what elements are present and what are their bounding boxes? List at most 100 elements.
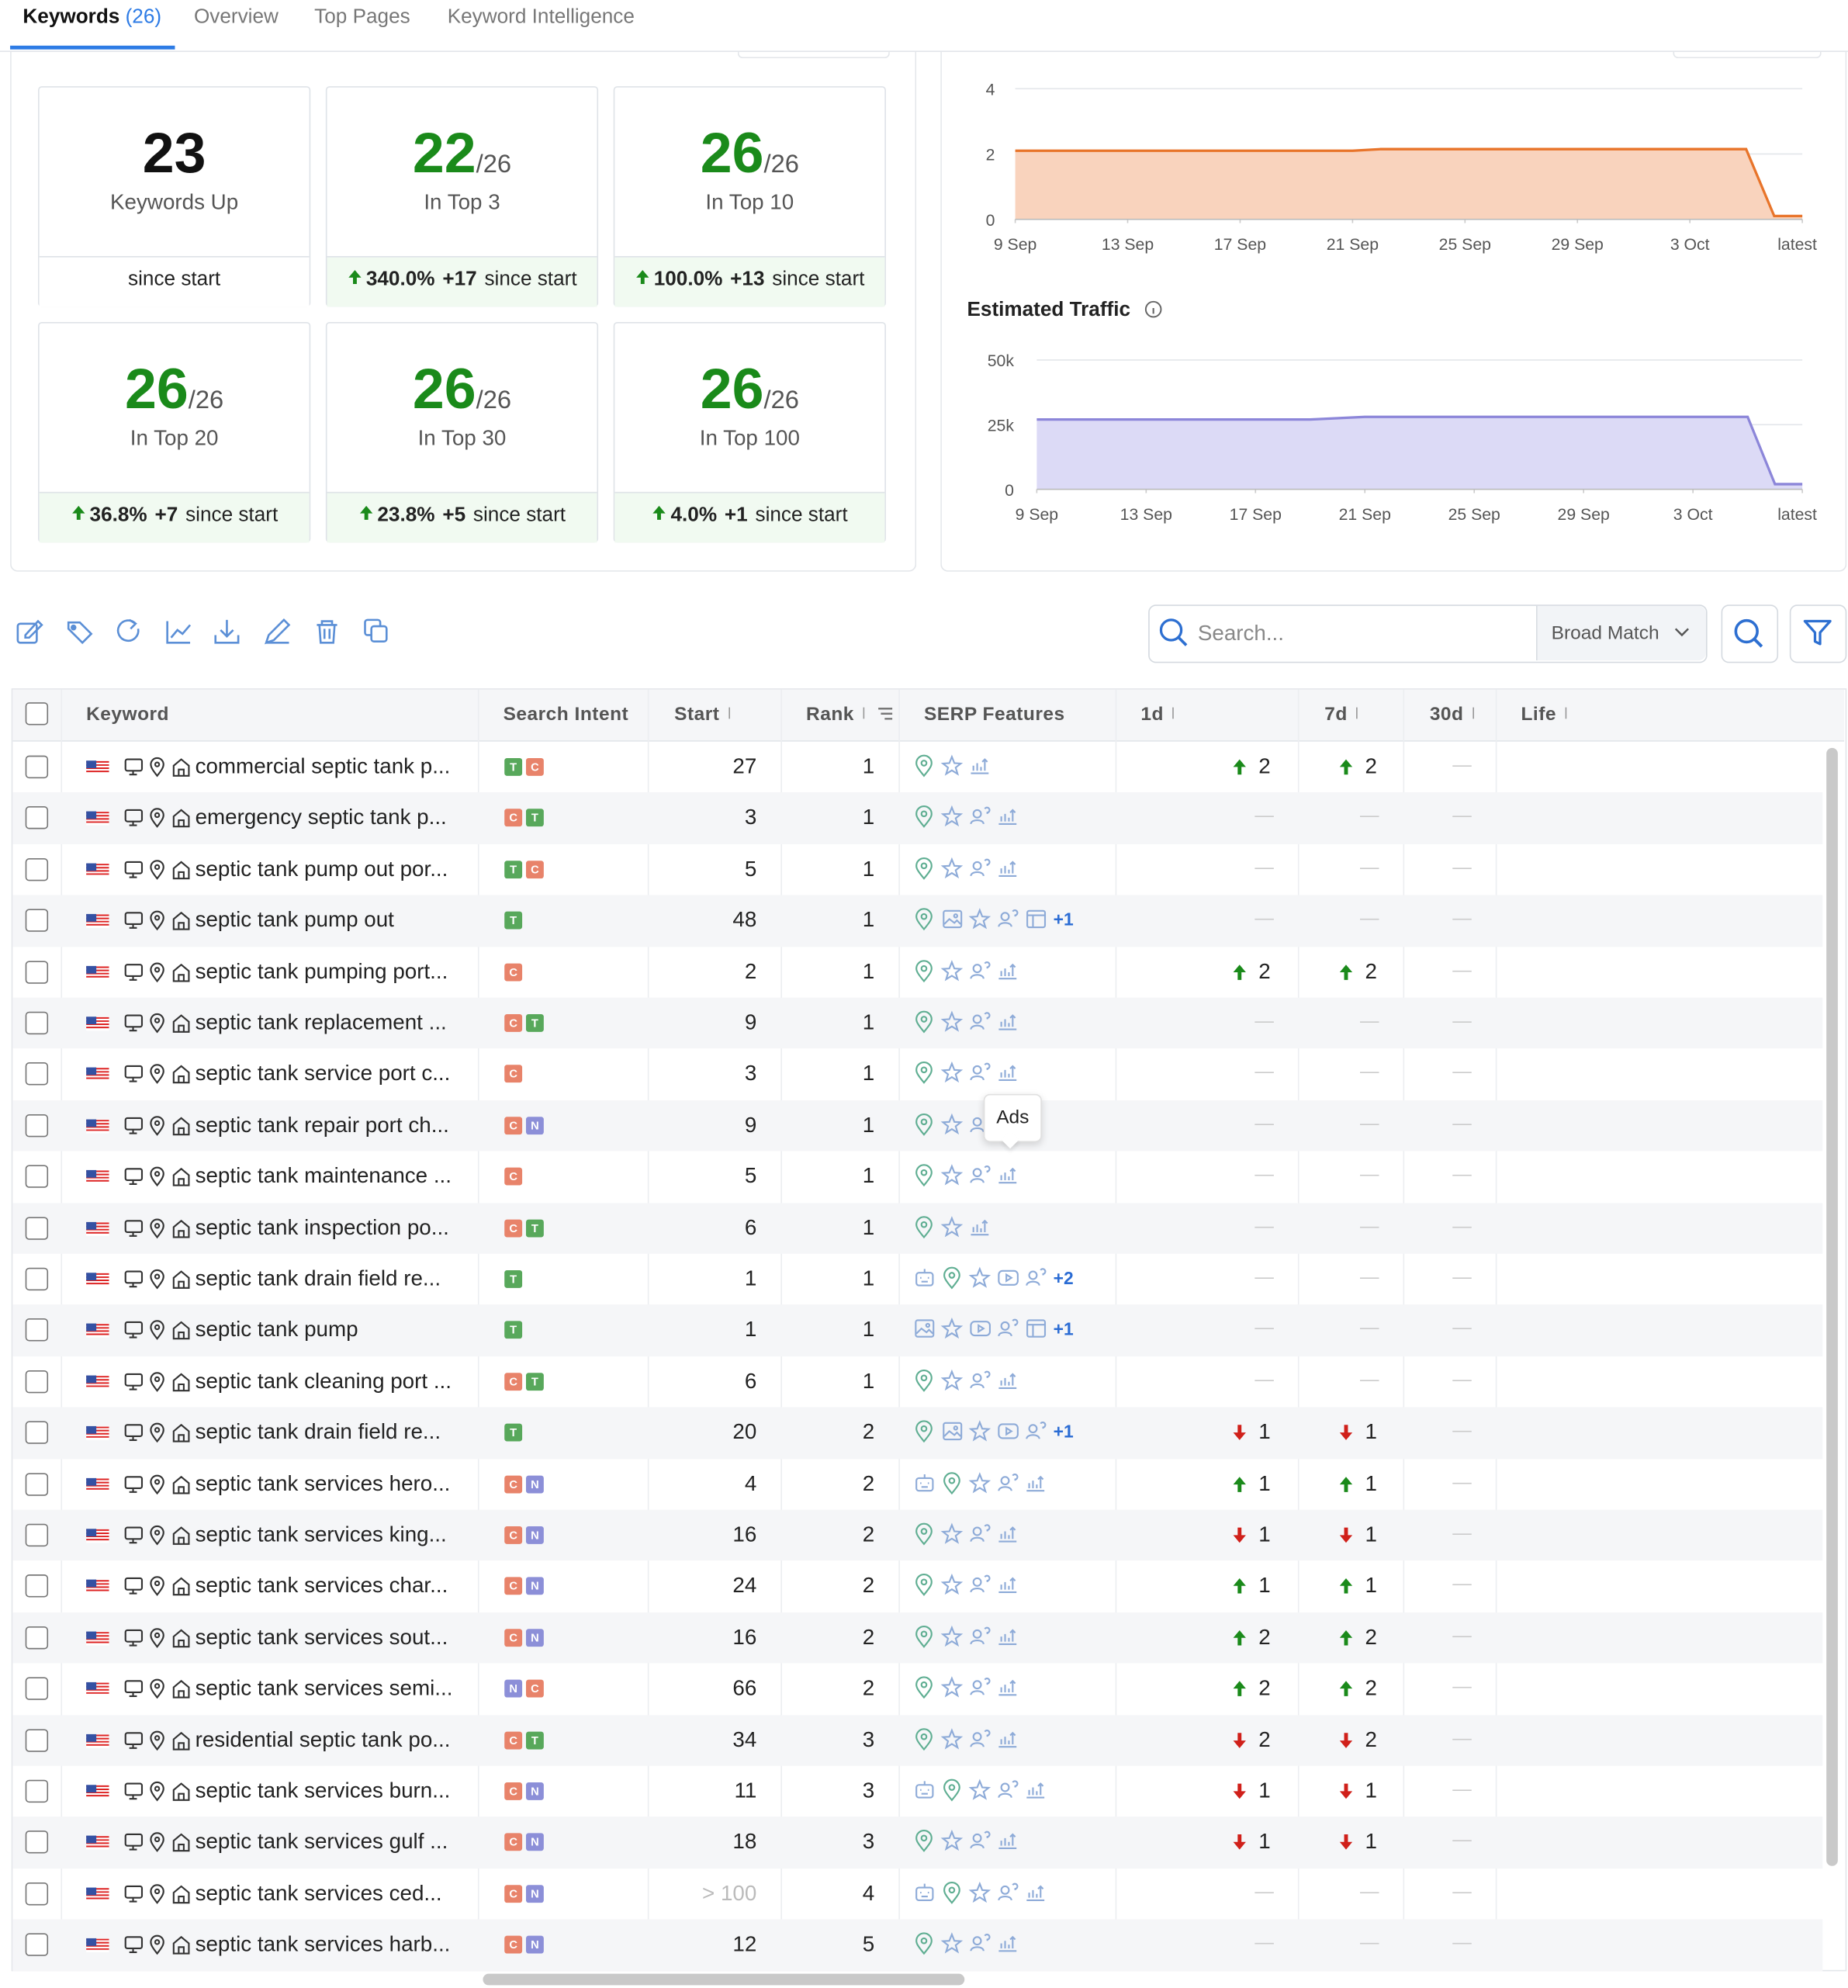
change-value: 1 <box>1365 1830 1377 1855</box>
row-checkbox[interactable] <box>25 909 49 933</box>
keyword[interactable]: septic tank services burn... <box>195 1778 451 1803</box>
column-header[interactable]: 1d <box>1140 704 1178 725</box>
filter-button[interactable] <box>1789 604 1847 663</box>
vertical-scrollbar[interactable] <box>1826 747 1838 1866</box>
keyword[interactable]: septic tank services char... <box>195 1574 448 1598</box>
no-change: — <box>1254 805 1274 827</box>
tab[interactable]: Keywords (26) <box>22 6 162 28</box>
row-checkbox[interactable] <box>25 1933 49 1957</box>
intent-badge: T <box>525 1218 544 1237</box>
header-checkbox[interactable] <box>25 702 49 726</box>
keyword[interactable]: commercial septic tank p... <box>195 754 451 779</box>
row-checkbox[interactable] <box>25 1011 49 1035</box>
column-header[interactable]: SERP Features <box>923 703 1065 726</box>
keyword[interactable]: septic tank pump out <box>195 908 394 933</box>
column-header[interactable]: 7d <box>1324 704 1362 725</box>
row-checkbox[interactable] <box>25 1113 49 1138</box>
row-checkbox[interactable] <box>25 806 49 830</box>
row-checkbox[interactable] <box>25 1626 49 1650</box>
keyword[interactable]: emergency septic tank p... <box>195 805 447 830</box>
intent-badge: C <box>504 1116 523 1134</box>
tab[interactable]: Top Pages <box>314 6 410 28</box>
keyword-icons <box>86 1422 190 1443</box>
row-checkbox[interactable] <box>25 1677 49 1701</box>
card-value-row: 22/26 <box>326 120 598 186</box>
keyword[interactable]: septic tank services king... <box>195 1522 447 1547</box>
keyword[interactable]: septic tank inspection po... <box>195 1215 449 1240</box>
change-value: 2 <box>1365 754 1377 779</box>
horizontal-scrollbar[interactable] <box>483 1973 965 1986</box>
row-checkbox[interactable] <box>25 1779 49 1803</box>
column-header[interactable]: Keyword <box>86 703 170 726</box>
keyword[interactable]: septic tank pump <box>195 1318 358 1342</box>
keyword[interactable]: septic tank repair port ch... <box>195 1113 449 1138</box>
row-checkbox[interactable] <box>25 1370 49 1394</box>
row-checkbox[interactable] <box>25 1216 49 1240</box>
search-button[interactable] <box>1721 604 1779 663</box>
keyword[interactable]: septic tank service port c... <box>195 1062 451 1086</box>
search-placeholder[interactable]: Search... <box>1197 621 1285 646</box>
footer-delta: +7 <box>154 504 178 526</box>
no-change: — <box>1452 1113 1472 1134</box>
row-checkbox[interactable] <box>25 1523 49 1547</box>
keyword[interactable]: septic tank services gulf ... <box>195 1830 448 1855</box>
row-checkbox[interactable] <box>25 1882 49 1906</box>
x-tick-label: 13 Sep <box>1120 506 1172 524</box>
row-checkbox[interactable] <box>25 857 49 881</box>
row-checkbox[interactable] <box>25 1472 49 1496</box>
row-checkbox[interactable] <box>25 1318 49 1342</box>
search-icon <box>1159 618 1188 646</box>
row-checkbox[interactable] <box>25 1421 49 1445</box>
match-label[interactable]: Broad Match <box>1551 622 1659 644</box>
keyword[interactable]: septic tank drain field re... <box>195 1266 441 1291</box>
intent-badge: C <box>504 1474 523 1493</box>
match-select[interactable] <box>1536 605 1706 661</box>
column-header[interactable]: Search Intent <box>503 703 629 726</box>
column-header[interactable]: Start <box>674 704 733 725</box>
keyword[interactable]: septic tank pumping port... <box>195 959 448 984</box>
row-checkbox[interactable] <box>25 1728 49 1752</box>
column-header[interactable]: Life <box>1521 704 1570 725</box>
keyword-icons <box>86 1474 190 1494</box>
serp-features <box>915 1010 1017 1034</box>
no-change: — <box>1359 1215 1379 1237</box>
serp-features <box>915 1471 1045 1494</box>
serp-features <box>915 1625 1017 1648</box>
keyword[interactable]: septic tank cleaning port ... <box>195 1369 452 1394</box>
row-checkbox[interactable] <box>25 1165 49 1189</box>
tab[interactable]: Keyword Intelligence <box>447 6 635 28</box>
keyword[interactable]: septic tank services harb... <box>195 1932 451 1957</box>
row-checkbox[interactable] <box>25 755 49 779</box>
rank: 3 <box>862 1778 875 1803</box>
row-checkbox[interactable] <box>25 1574 49 1598</box>
start: 24 <box>732 1574 757 1598</box>
keyword[interactable]: septic tank replacement ... <box>195 1010 447 1035</box>
footer-pct: 4.0% <box>670 504 718 526</box>
keyword[interactable]: septic tank services ced... <box>195 1881 442 1906</box>
no-change: — <box>1452 1676 1472 1698</box>
no-change: — <box>1452 805 1472 827</box>
keyword[interactable]: septic tank services hero... <box>195 1471 451 1496</box>
no-change: — <box>1452 1932 1472 1954</box>
serp-more: +1 <box>1053 1421 1074 1442</box>
keyword[interactable]: residential septic tank po... <box>195 1727 451 1752</box>
change-arrow <box>1233 1527 1246 1543</box>
row-checkbox[interactable] <box>25 1062 49 1086</box>
keyword[interactable]: septic tank pump out por... <box>195 857 448 881</box>
keyword[interactable]: septic tank drain field re... <box>195 1420 441 1445</box>
keyword[interactable]: septic tank maintenance ... <box>195 1164 452 1189</box>
card-footer <box>327 256 597 307</box>
x-tick-label: 17 Sep <box>1214 236 1266 254</box>
row-checkbox[interactable] <box>25 1830 49 1855</box>
keyword[interactable]: septic tank services sout... <box>195 1625 448 1650</box>
column-header[interactable]: Rank <box>806 704 868 725</box>
serp-features <box>915 1318 1047 1339</box>
card-value: 26 <box>700 120 764 185</box>
column-header[interactable]: 30d <box>1430 704 1478 725</box>
row-checkbox[interactable] <box>25 1267 49 1291</box>
up-arrow <box>348 269 362 284</box>
keyword[interactable]: septic tank services semi... <box>195 1676 453 1701</box>
row-checkbox[interactable] <box>25 960 49 984</box>
tab[interactable]: Overview <box>193 6 279 28</box>
intent-badge: C <box>525 1679 544 1698</box>
